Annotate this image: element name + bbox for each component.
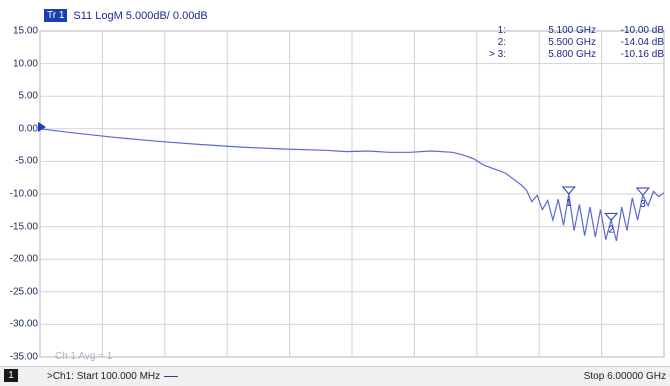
trace-line bbox=[39, 128, 665, 242]
y-label: -5.00 bbox=[15, 155, 38, 167]
y-label: -10.00 bbox=[9, 188, 38, 200]
y-label: 10.00 bbox=[12, 58, 38, 70]
marker-frequency: 5.800 GHz bbox=[548, 49, 596, 60]
y-label: 5.00 bbox=[18, 90, 38, 102]
marker-glyphs: 1 2 3 bbox=[561, 186, 650, 235]
marker-value: -10.00 dB bbox=[620, 25, 664, 36]
plot-area: 1 2 3 bbox=[38, 30, 665, 358]
marker-id: > 3: bbox=[489, 49, 506, 60]
marker-value: -14.04 dB bbox=[620, 37, 664, 48]
y-label: -15.00 bbox=[9, 221, 38, 233]
y-label: -35.00 bbox=[9, 351, 38, 363]
marker-frequency: 5.100 GHz bbox=[548, 25, 596, 36]
marker-triangle-icon bbox=[635, 187, 650, 196]
marker-triangle-icon bbox=[604, 212, 619, 222]
marker-number: 2 bbox=[608, 224, 614, 235]
marker-2-glyph[interactable]: 2 bbox=[604, 212, 619, 235]
marker-number: 3 bbox=[640, 199, 646, 210]
s11-trace bbox=[39, 128, 665, 242]
marker-3-glyph[interactable]: 3 bbox=[635, 187, 650, 210]
marker-triangle-icon bbox=[561, 186, 576, 195]
marker-id: 2: bbox=[497, 37, 506, 48]
marker-frequency: 5.500 GHz bbox=[548, 37, 596, 48]
averaging-label: Ch 1 Avg = 1 bbox=[55, 351, 113, 362]
trace-header: Tr 1 S11 LogM 5.000dB/ 0.00dB bbox=[44, 9, 208, 22]
channel-status-bar: 1 >Ch1: Start 100.000 MHz Stop 6.00000 G… bbox=[0, 366, 670, 386]
stop-frequency-label[interactable]: Stop 6.00000 GHz bbox=[583, 371, 666, 382]
start-frequency-label[interactable]: >Ch1: Start 100.000 MHz bbox=[47, 371, 179, 382]
trace-legend-line-icon bbox=[164, 375, 179, 377]
channel-number-box[interactable]: 1 bbox=[4, 369, 18, 382]
y-label: -20.00 bbox=[9, 253, 38, 265]
marker-1-glyph[interactable]: 1 bbox=[561, 186, 576, 209]
y-label: 15.00 bbox=[12, 25, 38, 37]
start-frequency-text: >Ch1: Start 100.000 MHz bbox=[47, 371, 161, 382]
reference-level-arrow-icon[interactable] bbox=[38, 122, 46, 132]
y-label: 0.00 bbox=[18, 123, 38, 135]
marker-number: 1 bbox=[566, 198, 572, 209]
trace-badge[interactable]: Tr 1 bbox=[44, 9, 68, 22]
marker-value: -10.16 dB bbox=[620, 49, 664, 60]
grid bbox=[39, 30, 665, 358]
y-label: -30.00 bbox=[9, 318, 38, 330]
y-label: -25.00 bbox=[9, 286, 38, 298]
trace-format-label[interactable]: S11 LogM 5.000dB/ 0.00dB bbox=[73, 9, 208, 22]
marker-id: 1: bbox=[497, 25, 506, 36]
